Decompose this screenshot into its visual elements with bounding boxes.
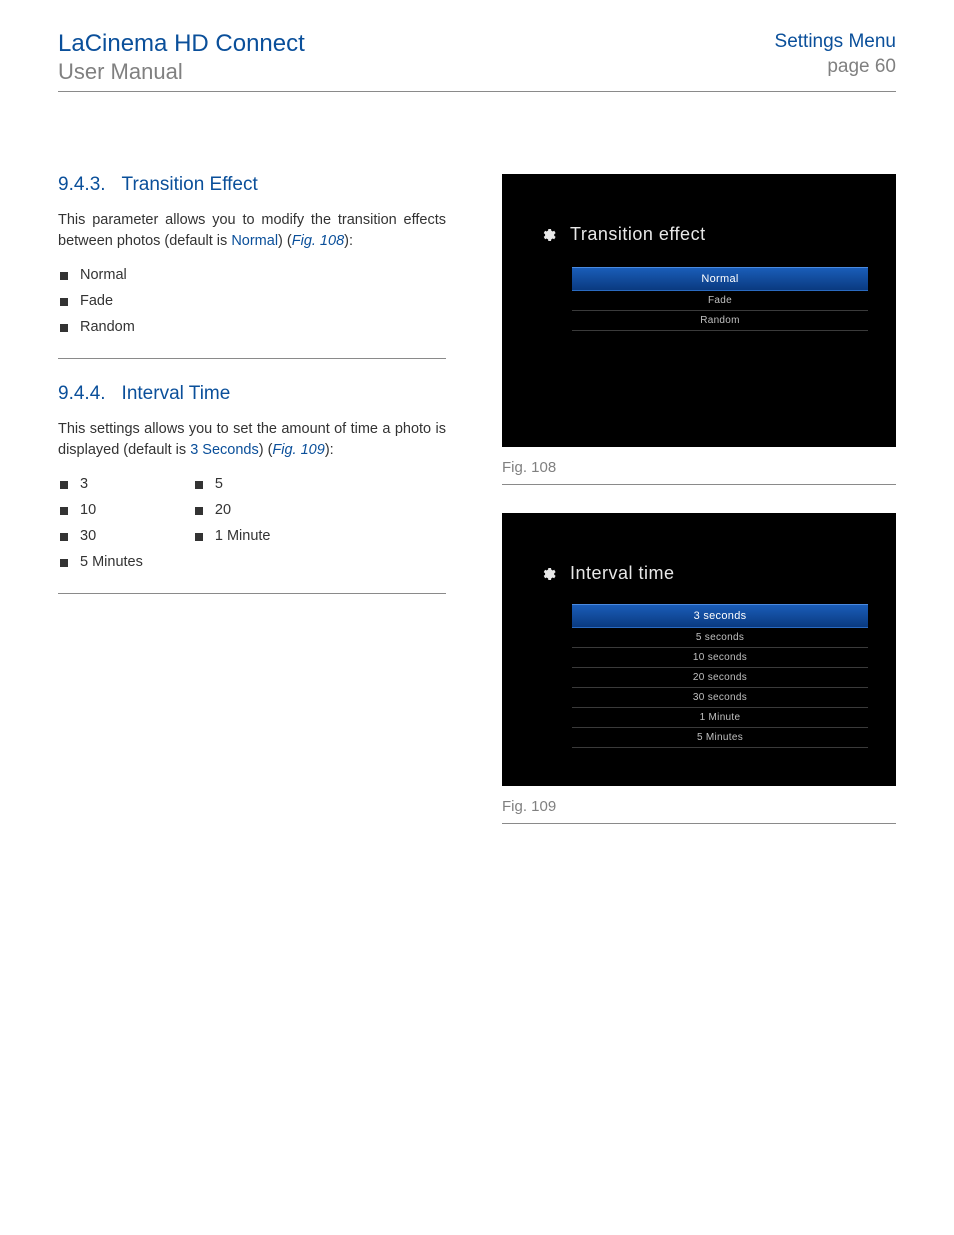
device-screen-title: Interval time <box>570 563 675 584</box>
section-heading-transition-effect: 9.4.3. Transition Effect <box>58 174 446 196</box>
list-item: 30 <box>58 523 143 549</box>
section-heading-interval-time: 9.4.4. Interval Time <box>58 383 446 405</box>
body-text-fragment: ): <box>344 233 353 249</box>
figure-caption: Fig. 109 <box>502 798 896 815</box>
device-screenshot: Transition effect NormalFadeRandom <box>502 174 896 447</box>
device-menu-list: NormalFadeRandom <box>572 267 868 331</box>
body-text-fragment: ) ( <box>259 442 273 458</box>
figure-divider <box>502 823 896 824</box>
default-value-link[interactable]: 3 Seconds <box>190 442 259 458</box>
device-menu-row: Fade <box>572 291 868 311</box>
body-text-fragment: ): <box>325 442 334 458</box>
section-divider <box>58 593 446 594</box>
list-item: Random <box>58 314 446 340</box>
device-menu-row: 3 seconds <box>572 604 868 628</box>
list-item: 5 <box>193 471 271 497</box>
list-item: Normal <box>58 262 446 288</box>
doc-subtitle: User Manual <box>58 59 305 85</box>
device-screen-title: Transition effect <box>570 224 706 245</box>
device-menu-row: Random <box>572 311 868 331</box>
transition-options-list: Normal Fade Random <box>58 262 446 340</box>
figure-108: Transition effect NormalFadeRandom Fig. … <box>502 174 896 485</box>
device-menu-row: Normal <box>572 267 868 291</box>
gear-icon <box>540 566 556 582</box>
list-item: 10 <box>58 497 143 523</box>
list-item: 5 Minutes <box>58 549 143 575</box>
section-944-body: This settings allows you to set the amou… <box>58 419 446 461</box>
device-menu-row: 5 Minutes <box>572 728 868 748</box>
device-screenshot: Interval time 3 seconds5 seconds10 secon… <box>502 513 896 786</box>
page-header: LaCinema HD Connect User Manual Settings… <box>58 30 896 92</box>
default-value-link[interactable]: Normal <box>231 233 278 249</box>
list-item: Fade <box>58 288 446 314</box>
gear-icon <box>540 227 556 243</box>
doc-title: LaCinema HD Connect <box>58 30 305 59</box>
device-menu-row: 10 seconds <box>572 648 868 668</box>
body-text-fragment: ) ( <box>278 233 292 249</box>
interval-options-list: 3 10 30 5 Minutes 5 20 1 Minute <box>58 471 446 575</box>
list-item: 1 Minute <box>193 523 271 549</box>
content-column: 9.4.3. Transition Effect This parameter a… <box>58 174 446 852</box>
section-divider <box>58 358 446 359</box>
section-name: Settings Menu <box>775 30 896 55</box>
figure-ref-link[interactable]: Fig. 108 <box>292 233 344 249</box>
list-item: 20 <box>193 497 271 523</box>
device-menu-row: 5 seconds <box>572 628 868 648</box>
list-item: 3 <box>58 471 143 497</box>
device-menu-row: 1 Minute <box>572 708 868 728</box>
figure-column: Transition effect NormalFadeRandom Fig. … <box>502 174 896 852</box>
device-menu-row: 20 seconds <box>572 668 868 688</box>
figure-caption: Fig. 108 <box>502 459 896 476</box>
section-943-body: This parameter allows you to modify the … <box>58 210 446 252</box>
figure-divider <box>502 484 896 485</box>
section-title: Transition Effect <box>122 174 258 195</box>
section-number: 9.4.3. <box>58 174 106 195</box>
device-menu-list: 3 seconds5 seconds10 seconds20 seconds30… <box>572 604 868 748</box>
section-title: Interval Time <box>122 383 231 404</box>
figure-ref-link[interactable]: Fig. 109 <box>272 442 324 458</box>
device-menu-row: 30 seconds <box>572 688 868 708</box>
section-number: 9.4.4. <box>58 383 106 404</box>
page-number: page 60 <box>775 55 896 80</box>
figure-109: Interval time 3 seconds5 seconds10 secon… <box>502 513 896 824</box>
